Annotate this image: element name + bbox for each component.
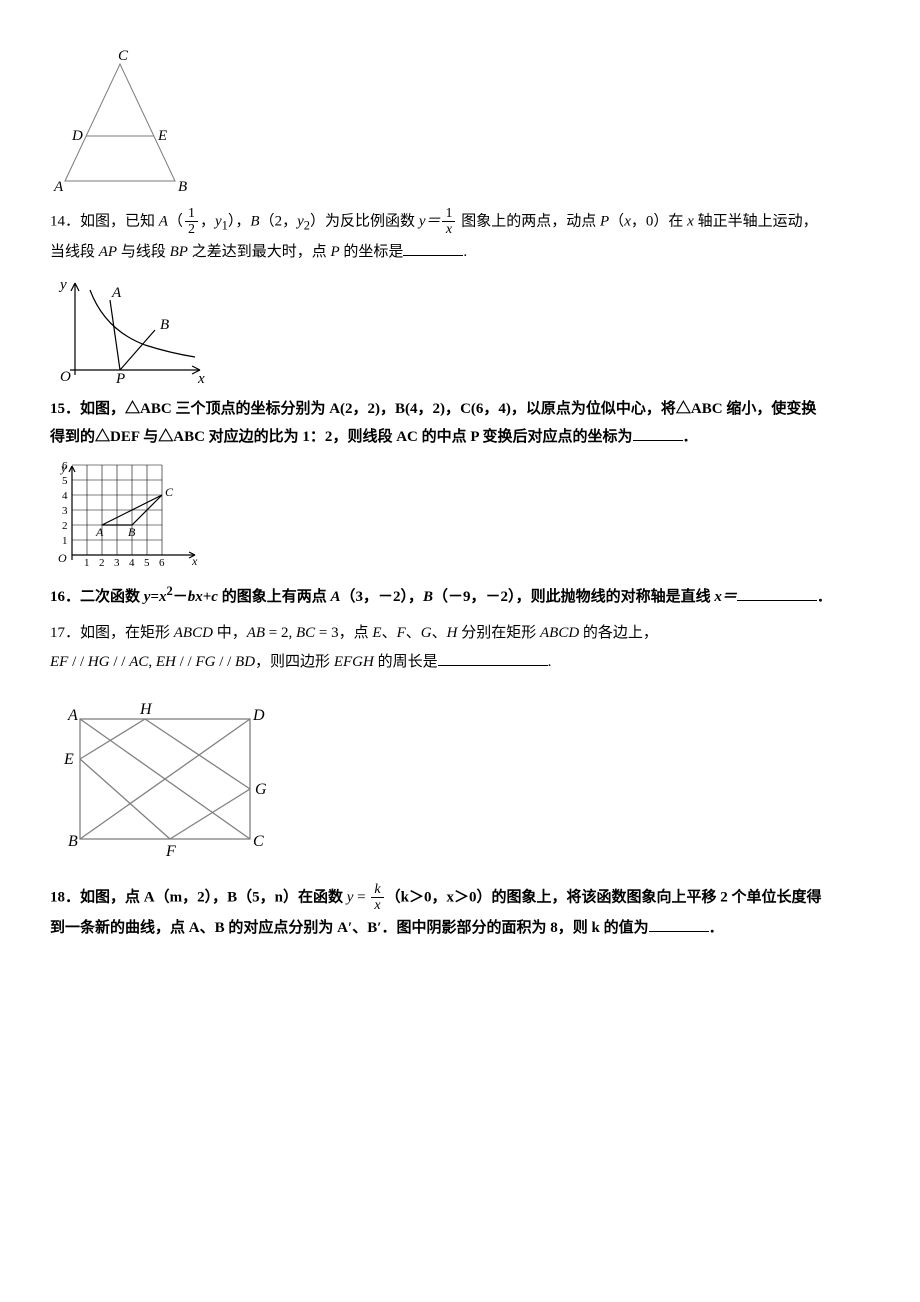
figure-13: C D E A B <box>50 46 870 196</box>
label-A: A <box>53 179 64 195</box>
label-x: x <box>197 371 205 385</box>
svg-text:3: 3 <box>114 557 120 569</box>
label-B: B <box>128 525 136 539</box>
question-14: 14．如图，已知 A（12，y1），B（2，y2）为反比例函数 y＝1x 图象上… <box>50 206 870 267</box>
figure-14: y x O A B P <box>50 275 870 385</box>
q14-num: 14 <box>50 213 65 229</box>
svg-text:1: 1 <box>62 535 68 547</box>
label-B: B <box>160 317 169 333</box>
label-x: x <box>191 554 198 568</box>
label-E: E <box>63 751 74 768</box>
figure-17: A D B C E H G F <box>50 694 870 864</box>
q17-num: 17 <box>50 625 65 641</box>
question-17: 17．如图，在矩形 ABCD 中，AB = 2, BC = 3，点 E、F、G、… <box>50 619 870 676</box>
q15-num: 15 <box>50 401 65 417</box>
question-18: 18．如图，点 A（m，2），B（5，n）在函数 y = kx（k＞0，x＞0）… <box>50 882 870 942</box>
label-H: H <box>139 701 153 718</box>
label-C: C <box>118 48 129 64</box>
figure-15: O x y A B C 112233445566 <box>50 460 870 570</box>
svg-text:2: 2 <box>62 520 68 532</box>
svg-text:2: 2 <box>99 557 105 569</box>
label-E: E <box>157 128 167 144</box>
blank-16 <box>737 585 817 601</box>
label-G: G <box>255 781 267 798</box>
blank-14 <box>403 240 463 256</box>
label-D: D <box>71 128 83 144</box>
label-y: y <box>58 277 67 293</box>
svg-text:4: 4 <box>62 490 68 502</box>
question-16: 16．二次函数 y=x2－bx+c 的图象上有两点 A（3，－2），B（－9，－… <box>50 580 870 612</box>
label-B: B <box>178 179 187 195</box>
svg-text:6: 6 <box>159 557 165 569</box>
svg-text:5: 5 <box>144 557 150 569</box>
svg-text:1: 1 <box>84 557 90 569</box>
label-O: O <box>60 369 71 385</box>
label-C: C <box>253 833 264 850</box>
question-15: 15．如图，△ABC 三个顶点的坐标分别为 A(2，2)，B(4，2)，C(6，… <box>50 395 870 452</box>
label-A: A <box>111 285 122 301</box>
label-D: D <box>252 707 265 724</box>
label-C: C <box>165 485 174 499</box>
label-F: F <box>165 843 176 860</box>
svg-text:5: 5 <box>62 475 68 487</box>
blank-18 <box>649 916 709 932</box>
svg-text:3: 3 <box>62 505 68 517</box>
svg-text:4: 4 <box>129 557 135 569</box>
label-A: A <box>67 707 78 724</box>
blank-15 <box>633 425 683 441</box>
label-B: B <box>68 833 78 850</box>
q18-num: 18 <box>50 889 65 905</box>
blank-17 <box>438 650 548 666</box>
label-P: P <box>115 371 125 385</box>
label-A: A <box>95 525 104 539</box>
label-O: O <box>58 551 67 565</box>
q16-num: 16 <box>50 589 65 605</box>
svg-text:6: 6 <box>62 460 68 472</box>
